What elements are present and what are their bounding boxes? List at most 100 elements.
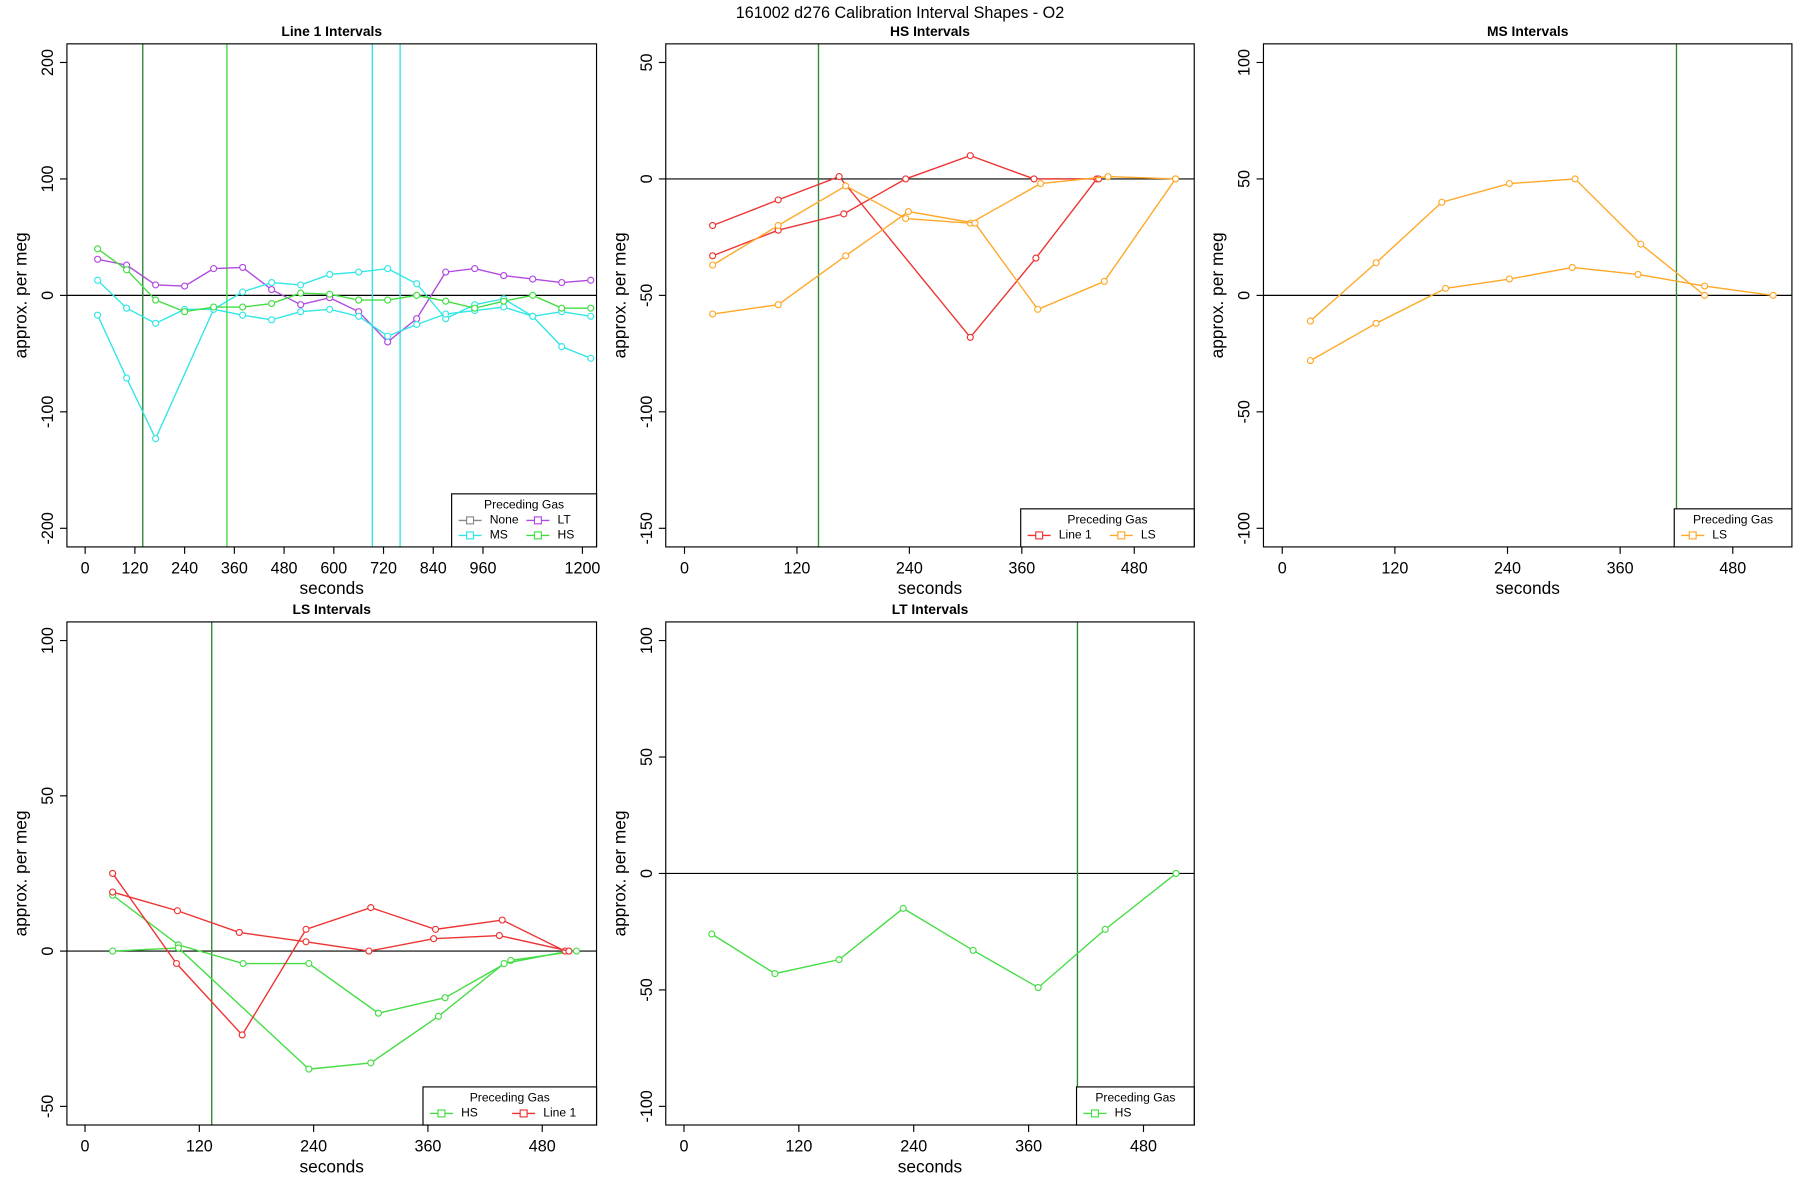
plot-area	[1263, 43, 1792, 547]
legend-label: HS	[461, 1106, 478, 1120]
x-tick-label: 120	[186, 1138, 213, 1156]
point	[1769, 291, 1777, 299]
point	[1030, 175, 1038, 183]
x-tick-label: 0	[679, 1138, 688, 1156]
point	[1568, 263, 1576, 272]
x-axis-label: seconds	[898, 1156, 963, 1176]
series-line	[97, 248, 591, 313]
point	[181, 282, 189, 290]
point	[413, 280, 421, 288]
point	[572, 947, 581, 955]
y-tick-label: 0	[39, 947, 57, 956]
point	[152, 319, 160, 327]
point	[442, 297, 450, 305]
point	[442, 310, 450, 318]
point	[123, 266, 131, 274]
y-tick-label: -50	[638, 284, 656, 307]
point	[239, 263, 247, 272]
point	[239, 303, 247, 311]
point	[374, 1009, 382, 1017]
y-axis-label: approx. per meg	[609, 810, 629, 936]
legend-label: HS	[558, 528, 575, 542]
legend-swatch	[437, 1109, 446, 1118]
point	[587, 354, 595, 362]
plot-frame	[66, 621, 598, 1126]
point	[1032, 254, 1040, 262]
plot-frame	[665, 621, 1195, 1126]
point	[210, 303, 218, 311]
x-tick-label: 0	[81, 559, 90, 577]
point	[181, 308, 189, 316]
point	[904, 207, 913, 216]
point	[1104, 173, 1112, 181]
point	[94, 311, 102, 319]
point	[529, 291, 537, 299]
legend-title: Preceding Gas	[484, 498, 564, 512]
legend-box	[1020, 508, 1195, 548]
point	[471, 265, 479, 273]
point	[587, 304, 595, 312]
panel-title: HS Intervals	[890, 23, 970, 39]
legend-label: MS	[490, 528, 508, 542]
plot-frame	[665, 43, 1195, 548]
point	[902, 175, 910, 183]
x-tick-label: 240	[1494, 559, 1521, 577]
point	[413, 315, 421, 323]
point	[1034, 984, 1042, 992]
x-tick-label: 240	[300, 1138, 327, 1156]
series-line	[97, 279, 591, 337]
legend-label: Line 1	[1059, 528, 1092, 542]
point	[1306, 317, 1314, 325]
point	[771, 970, 779, 978]
series-line	[112, 947, 570, 1070]
y-tick-label: 0	[638, 174, 656, 183]
x-tick-label: 960	[470, 559, 497, 577]
legend-swatch	[1090, 1109, 1100, 1118]
x-tick-label: 360	[414, 1138, 441, 1156]
legend-label: LS	[1712, 528, 1727, 542]
x-tick-label: 120	[1381, 559, 1408, 577]
legend-box	[422, 1086, 598, 1126]
legend-title: Preceding Gas	[1693, 513, 1773, 527]
legend-swatch	[533, 531, 542, 540]
point	[1438, 198, 1446, 206]
legend-label: Line 1	[543, 1106, 576, 1120]
x-tick-label: 0	[680, 559, 689, 577]
point	[1101, 925, 1109, 933]
legend-title: Preceding Gas	[1067, 513, 1147, 527]
y-tick-label: 100	[638, 627, 656, 654]
point	[966, 333, 974, 341]
series-line	[1310, 266, 1774, 362]
point	[413, 320, 421, 329]
point	[498, 916, 506, 924]
x-tick-label: 1200	[564, 559, 600, 577]
point	[355, 268, 363, 276]
x-axis-label: seconds	[898, 578, 963, 598]
point	[239, 311, 247, 319]
y-tick-label: 100	[39, 165, 57, 192]
point	[709, 252, 717, 260]
x-tick-label: 480	[271, 559, 298, 577]
point	[500, 303, 508, 311]
legend-swatch	[466, 516, 475, 525]
series-line	[712, 154, 1099, 257]
x-tick-label: 480	[1719, 559, 1746, 577]
y-tick-label: 50	[1236, 170, 1254, 188]
y-tick-label: 0	[638, 869, 656, 878]
y-tick-label: -100	[1236, 512, 1254, 544]
point	[235, 928, 243, 937]
point	[297, 301, 305, 309]
x-tick-label: 360	[1008, 559, 1035, 577]
point	[94, 245, 102, 253]
point	[355, 296, 363, 304]
panel-title: MS Intervals	[1487, 23, 1569, 39]
point	[971, 219, 979, 227]
y-tick-label: -200	[39, 512, 57, 544]
plot-frame	[66, 43, 598, 548]
point	[174, 944, 182, 952]
legend-swatch	[1117, 531, 1126, 540]
plot-area	[66, 43, 597, 547]
point	[302, 938, 310, 946]
point	[384, 332, 392, 340]
point	[1637, 240, 1645, 248]
